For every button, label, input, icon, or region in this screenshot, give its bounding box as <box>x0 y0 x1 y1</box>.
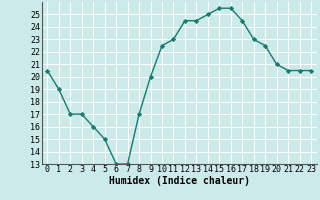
X-axis label: Humidex (Indice chaleur): Humidex (Indice chaleur) <box>109 176 250 186</box>
